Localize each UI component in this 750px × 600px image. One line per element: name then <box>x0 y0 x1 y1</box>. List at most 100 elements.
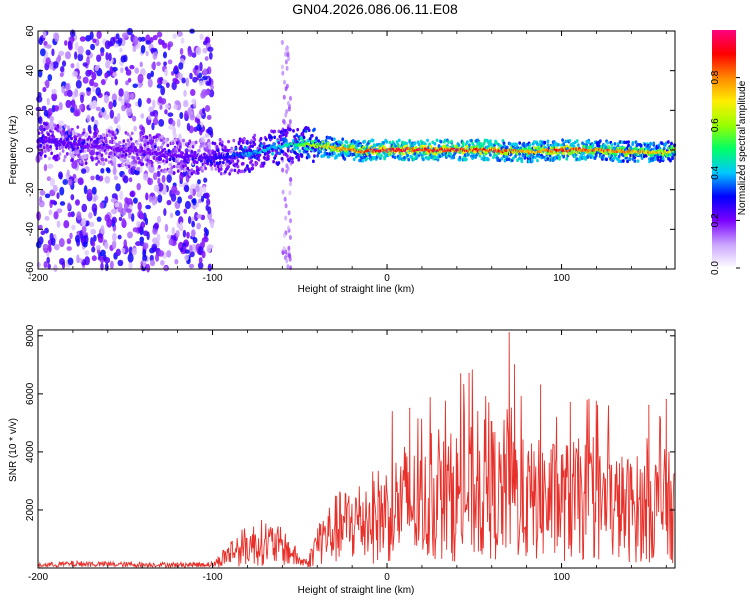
spectrogram-cell <box>495 141 499 145</box>
spectrogram-cell <box>145 192 149 201</box>
spectrogram-cell <box>190 168 194 172</box>
spectrogram-cell <box>177 151 181 155</box>
spectrogram-cell <box>197 148 201 153</box>
spectrogram-cell <box>108 101 113 110</box>
spectrogram-cell <box>192 170 196 174</box>
spectrogram-cell <box>87 148 91 153</box>
spectrogram-cell <box>653 146 657 150</box>
spectrogram-cell <box>86 188 93 198</box>
spectrogram-cell <box>204 166 207 171</box>
spectrogram-cell <box>243 145 247 150</box>
spectrogram-cell <box>61 60 67 67</box>
spectrogram-cell <box>61 149 65 153</box>
spectrogram-cell <box>298 149 302 153</box>
spectrogram-cell <box>83 185 88 195</box>
spectrogram-cell <box>274 153 278 158</box>
spectrogram-cell <box>168 238 174 246</box>
spectrogram-cell <box>287 106 291 112</box>
spectrogram-cell <box>226 152 230 156</box>
spectrogram-cell <box>219 164 223 168</box>
spectrogram-cell <box>581 141 584 146</box>
spectrogram-cell <box>434 155 438 160</box>
spectrogram-cell <box>85 49 91 56</box>
spectrogram-cell <box>266 154 270 158</box>
spectrogram-cell <box>447 140 450 145</box>
spectrogram-cell <box>75 132 79 136</box>
spectrogram-cell <box>488 153 492 157</box>
spectrogram-cell <box>90 175 95 181</box>
spectrogram-cell <box>424 147 427 151</box>
spectrogram-cell <box>357 139 360 144</box>
spectrogram-cell <box>100 47 105 54</box>
spectrogram-cell <box>589 145 593 149</box>
spectrogram-cell <box>67 40 72 50</box>
spectrogram-cell <box>132 35 139 46</box>
spectrogram-cell <box>546 143 550 147</box>
spectrogram-cell <box>166 143 170 148</box>
spectrogram-cell <box>162 42 168 49</box>
spectrogram-cell <box>246 164 249 168</box>
spectrogram-cell <box>47 125 50 130</box>
spectrogram-cell <box>207 126 213 136</box>
spectrogram-cell <box>281 70 285 76</box>
spectrogram-cell <box>343 157 347 161</box>
spectrogram-cell <box>72 154 76 159</box>
spectrogram-cell <box>213 163 217 168</box>
spectrogram-cell <box>104 139 108 144</box>
spectrogram-cell <box>253 133 257 138</box>
spectrogram-cell <box>77 53 84 62</box>
spectrogram-cell <box>317 139 321 143</box>
spectrogram-cell <box>165 157 169 161</box>
spectrogram-ytick-label: -60 <box>25 261 36 276</box>
spectrogram-cell <box>38 224 43 230</box>
spectrogram-cell <box>202 144 205 148</box>
spectrogram-cell <box>288 256 292 262</box>
spectrogram-cell <box>231 159 235 163</box>
spectrogram-cell <box>393 155 397 160</box>
spectrogram-cell <box>101 107 105 113</box>
spectrogram-cell <box>89 221 95 228</box>
spectrogram-cell <box>166 137 170 142</box>
spectrogram-cell <box>205 204 209 211</box>
spectrogram-cell <box>91 203 98 213</box>
spectrogram-cell <box>74 177 79 183</box>
spectrogram-cell <box>621 159 625 163</box>
spectrogram-cell <box>82 62 88 67</box>
spectrogram-cell <box>114 202 120 208</box>
spectrogram-cell <box>132 227 139 233</box>
spectrogram-cell <box>108 133 112 138</box>
spectrogram-cell <box>458 155 462 160</box>
snr-peak-point <box>409 407 411 409</box>
spectrogram-cell <box>388 140 392 145</box>
spectrogram-cell <box>104 114 110 120</box>
spectrogram-cell <box>493 152 496 157</box>
spectrogram-cell <box>208 51 213 60</box>
spectrogram-cell <box>96 129 100 133</box>
spectrogram-cell <box>184 200 191 210</box>
spectrogram-cell <box>124 152 128 157</box>
spectrogram-cell <box>470 138 473 143</box>
spectrogram-cell <box>119 190 124 200</box>
spectrogram-cell <box>315 136 318 140</box>
spectrogram-cell <box>140 36 146 42</box>
spectrogram-cell <box>124 131 128 135</box>
spectrogram-cell <box>607 145 611 149</box>
spectrogram-cell <box>503 151 507 156</box>
spectrogram-cell <box>320 154 324 159</box>
spectrogram-cell <box>183 168 186 173</box>
spectrogram-cell <box>200 195 205 203</box>
spectrogram-cell <box>288 234 292 240</box>
spectrogram-cell <box>568 138 572 143</box>
spectrogram-cell <box>123 90 130 101</box>
spectrogram-cell <box>133 125 137 132</box>
spectrogram-cell <box>284 138 288 143</box>
spectrogram-cell <box>418 151 422 156</box>
spectrogram-cell <box>272 159 276 164</box>
spectrogram-cell <box>125 103 132 108</box>
spectrogram-cell <box>59 72 64 78</box>
spectrogram-cell <box>197 179 201 185</box>
spectrogram-cell <box>113 164 116 169</box>
spectrogram-cell <box>110 136 114 141</box>
spectrogram-cell <box>169 162 173 167</box>
